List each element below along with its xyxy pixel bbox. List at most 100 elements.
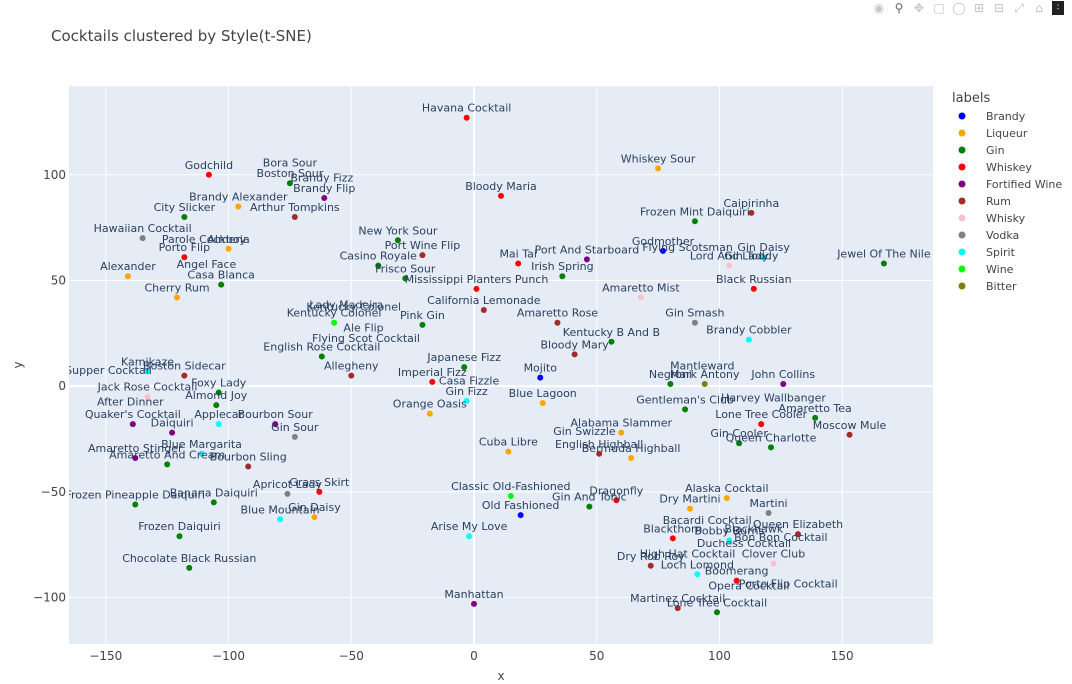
legend-item[interactable]: Whisky <box>958 212 1026 225</box>
data-point[interactable] <box>181 254 188 261</box>
data-point[interactable] <box>174 294 180 301</box>
data-point[interactable] <box>691 218 698 225</box>
data-point[interactable] <box>745 336 752 343</box>
legend-item[interactable]: Vodka <box>958 229 1020 242</box>
data-point[interactable] <box>613 497 620 504</box>
data-point[interactable] <box>655 165 662 172</box>
data-point[interactable] <box>375 262 382 269</box>
data-point[interactable] <box>667 381 674 388</box>
legend-item[interactable]: Gin <box>958 144 1005 157</box>
data-point[interactable] <box>471 600 477 607</box>
data-point[interactable] <box>176 533 183 540</box>
data-point[interactable] <box>515 260 522 267</box>
data-point[interactable] <box>318 353 325 360</box>
zoom-in-icon[interactable]: ⊞ <box>973 1 985 15</box>
legend-item[interactable]: Liqueur <box>958 127 1028 140</box>
legend-item[interactable]: Spirit <box>958 246 1016 259</box>
data-point[interactable] <box>132 455 139 461</box>
data-point[interactable] <box>554 319 561 326</box>
data-point[interactable] <box>198 450 205 457</box>
zoom-out-icon[interactable]: ⊟ <box>993 1 1005 15</box>
data-point[interactable] <box>768 444 774 451</box>
data-point[interactable] <box>726 537 733 544</box>
data-point[interactable] <box>812 414 819 421</box>
data-point[interactable] <box>637 294 644 301</box>
lasso-icon[interactable]: ◯ <box>952 1 966 15</box>
data-point[interactable] <box>181 372 188 379</box>
data-point[interactable] <box>215 421 222 428</box>
data-point[interactable] <box>701 381 708 388</box>
legend-item[interactable]: Brandy <box>958 110 1026 123</box>
data-point[interactable] <box>750 285 757 292</box>
data-point[interactable] <box>139 235 146 242</box>
legend-item[interactable]: Whiskey <box>958 161 1033 174</box>
data-point[interactable] <box>169 429 176 436</box>
data-point[interactable] <box>473 285 480 292</box>
data-point[interactable] <box>682 406 689 413</box>
data-point[interactable] <box>687 505 693 512</box>
data-point[interactable] <box>144 393 151 400</box>
zoom-icon[interactable]: ⚲ <box>894 1 904 15</box>
data-point[interactable] <box>559 273 566 280</box>
data-point[interactable] <box>723 495 730 502</box>
legend-item[interactable]: Wine <box>958 263 1014 276</box>
data-point[interactable] <box>694 571 701 578</box>
data-point[interactable] <box>331 319 338 326</box>
data-point[interactable] <box>795 531 801 538</box>
camera-icon[interactable]: ◉ <box>873 1 885 15</box>
data-point[interactable] <box>674 605 681 612</box>
data-point[interactable] <box>669 535 676 542</box>
data-point[interactable] <box>660 247 666 254</box>
data-point[interactable] <box>235 203 242 210</box>
data-point[interactable] <box>596 450 603 457</box>
data-point[interactable] <box>537 374 544 381</box>
data-point[interactable] <box>765 509 772 516</box>
data-point[interactable] <box>618 429 625 436</box>
data-point[interactable] <box>480 307 487 314</box>
legend-item[interactable]: Bitter <box>958 280 1017 293</box>
data-point[interactable] <box>498 192 504 199</box>
data-point[interactable] <box>164 461 171 468</box>
box-select-icon[interactable]: □ <box>933 1 945 15</box>
data-point[interactable] <box>726 262 733 269</box>
data-point[interactable] <box>461 364 468 371</box>
data-marks[interactable]: Godmother Mojito Old Fashioned Whiskey Sour… <box>35 102 931 616</box>
data-point[interactable] <box>210 499 217 506</box>
data-point[interactable] <box>628 455 635 461</box>
data-point[interactable] <box>714 609 720 616</box>
data-point[interactable] <box>463 397 470 404</box>
data-point[interactable] <box>426 410 433 417</box>
data-point[interactable] <box>186 564 193 571</box>
data-point[interactable] <box>291 214 298 221</box>
pan-icon[interactable]: ✥ <box>913 1 925 15</box>
data-point[interactable] <box>583 256 590 263</box>
data-point[interactable] <box>316 488 323 495</box>
data-point[interactable] <box>760 254 767 261</box>
data-point[interactable] <box>748 209 755 216</box>
data-point[interactable] <box>218 281 225 288</box>
data-point[interactable] <box>758 421 765 428</box>
data-point[interactable] <box>348 372 355 379</box>
data-point[interactable] <box>419 252 426 259</box>
data-point[interactable] <box>505 448 512 455</box>
legend-item[interactable]: Fortified Wine <box>958 178 1063 191</box>
data-point[interactable] <box>647 562 654 569</box>
reset-axes-icon[interactable]: ⌂ <box>1035 1 1043 15</box>
data-point[interactable] <box>286 180 293 187</box>
data-point[interactable] <box>608 338 615 345</box>
autoscale-icon[interactable]: ⤢ <box>1014 1 1024 15</box>
data-point[interactable] <box>277 516 284 523</box>
plotly-logo-icon[interactable]: ∶ <box>1052 1 1064 15</box>
data-point[interactable] <box>311 514 318 521</box>
data-point[interactable] <box>272 421 279 428</box>
data-point[interactable] <box>586 503 593 510</box>
data-point[interactable] <box>517 512 524 519</box>
data-point[interactable] <box>466 533 473 540</box>
data-point[interactable] <box>132 501 139 508</box>
data-point[interactable] <box>284 490 291 497</box>
data-point[interactable] <box>691 319 698 326</box>
data-point[interactable] <box>539 400 546 407</box>
data-point[interactable] <box>846 431 853 438</box>
data-point[interactable] <box>124 273 131 280</box>
data-point[interactable] <box>215 389 222 396</box>
